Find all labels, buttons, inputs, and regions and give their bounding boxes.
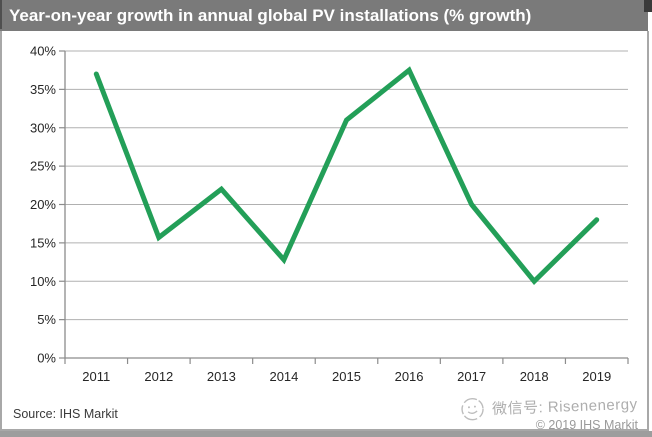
chart-plot-container [0,31,649,431]
watermark-row: 微信号: Risenenergy [460,391,638,422]
wechat-doodle-icon [461,397,485,421]
chart-title-bar: Year-on-year growth in annual global PV … [0,0,648,31]
watermark-wechat-label: 微信号: Risenenergy [492,395,639,418]
screenshot-artifact-top-left [0,0,2,29]
watermark-copyright: © 2019 IHS Markit [535,418,638,432]
source-label: Source: IHS Markit [13,407,118,421]
bottom-gray-strip [0,431,652,437]
watermark: 微信号: Risenenergy © 2019 IHS Markit [460,394,638,432]
chart-title: Year-on-year growth in annual global PV … [9,6,532,25]
screenshot-artifact-top-right [644,0,652,12]
